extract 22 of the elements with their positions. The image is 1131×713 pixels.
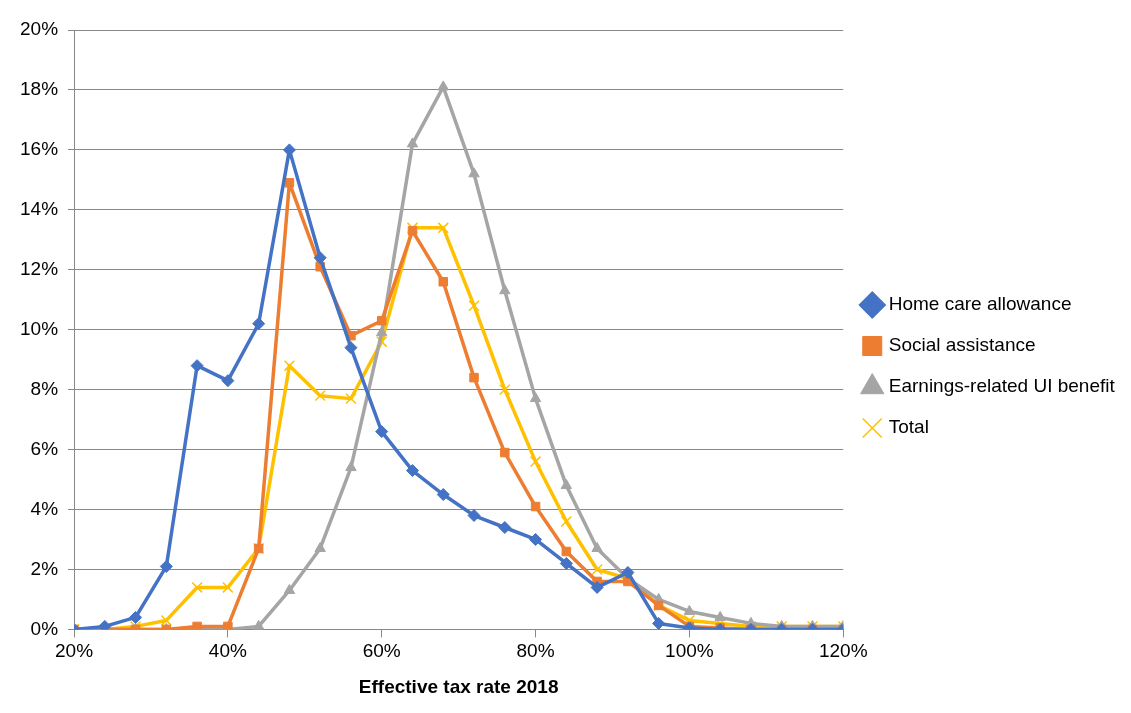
x-tick-label: 40%	[208, 640, 247, 662]
legend-label: Social assistance	[888, 334, 1036, 356]
y-tick-label: 0%	[30, 617, 59, 639]
x-tick-label: 120%	[818, 640, 868, 662]
legend-label: Earnings-related UI benefit	[888, 375, 1116, 397]
x-tick-label: 80%	[516, 640, 555, 662]
y-tick-label: 20%	[20, 18, 59, 40]
legend-label: Total	[888, 416, 929, 438]
y-tick-label: 10%	[20, 317, 59, 339]
x-tick-label: 20%	[55, 640, 94, 662]
y-tick-label: 12%	[20, 257, 59, 279]
x-tick-label: 60%	[362, 640, 401, 662]
y-tick-label: 6%	[30, 437, 59, 459]
y-tick-label: 18%	[20, 78, 59, 100]
legend-label: Home care allowance	[888, 293, 1072, 315]
y-tick-label: 16%	[20, 138, 59, 160]
y-tick-label: 2%	[30, 557, 59, 579]
x-axis-title: Effective tax rate 2018	[358, 675, 559, 697]
y-tick-label: 8%	[30, 377, 59, 399]
y-tick-label: 14%	[20, 198, 59, 220]
x-tick-label: 100%	[665, 640, 714, 662]
y-tick-label: 4%	[30, 497, 59, 519]
